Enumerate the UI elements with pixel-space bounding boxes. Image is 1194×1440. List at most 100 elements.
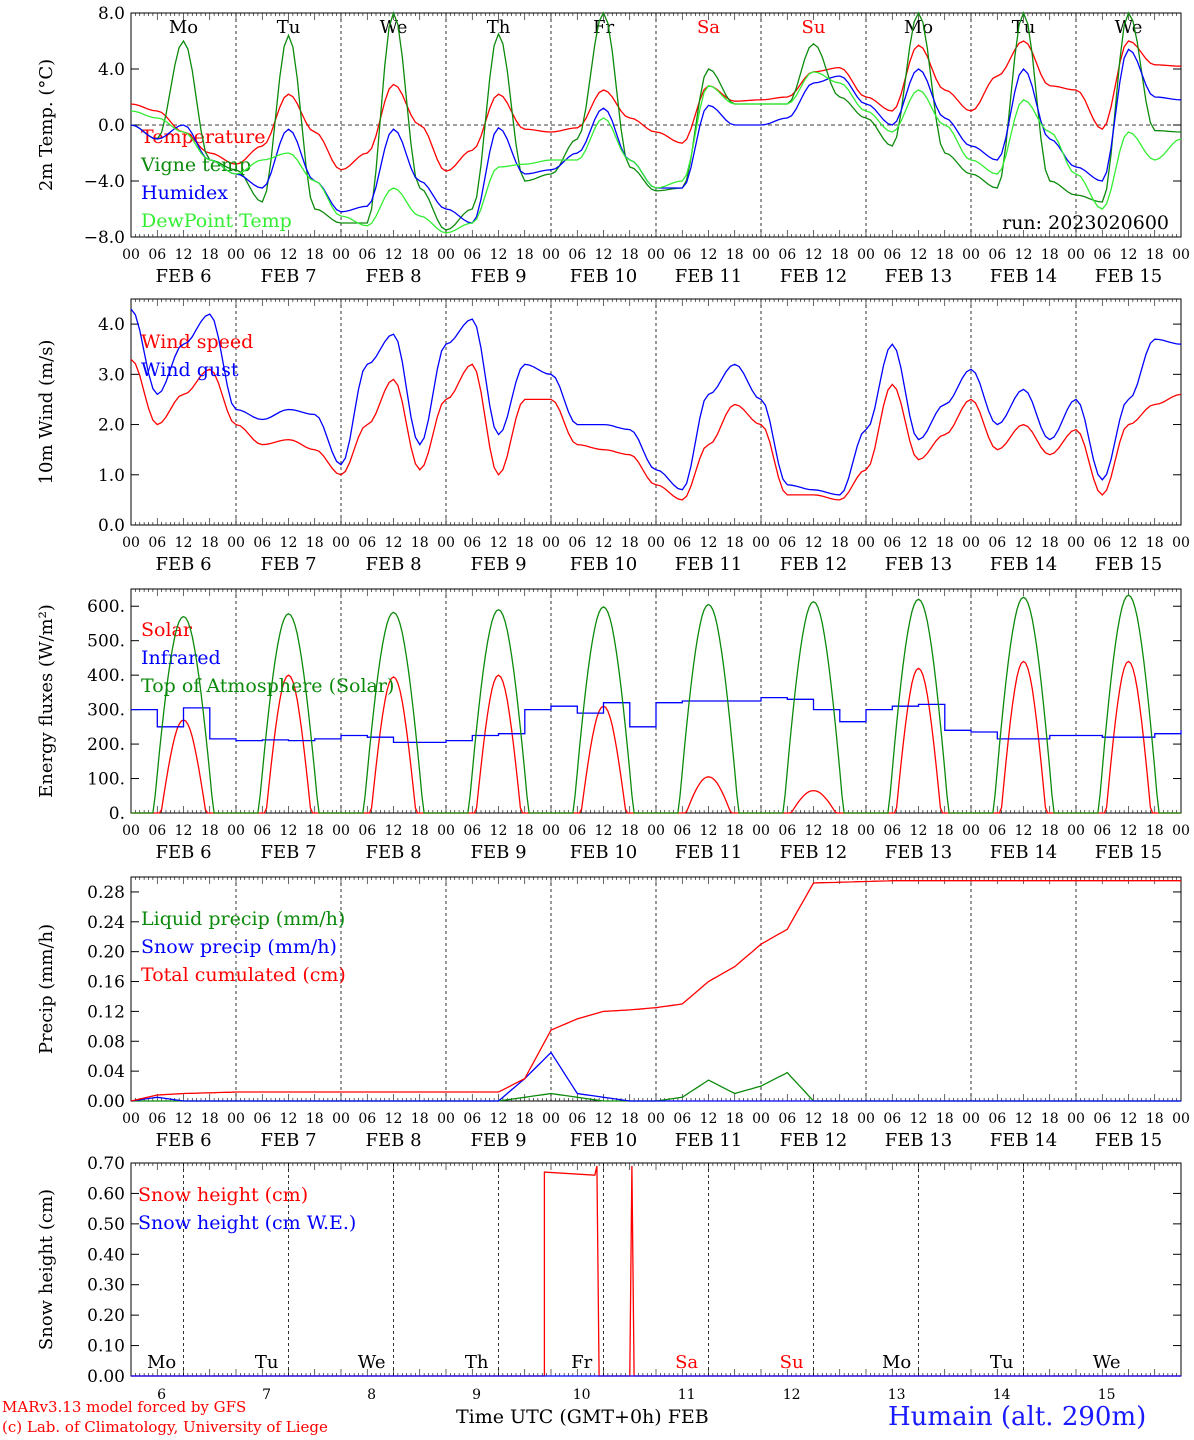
hour-label: 00 bbox=[332, 247, 350, 263]
hour-label: 18 bbox=[516, 1111, 534, 1127]
hour-label: 18 bbox=[411, 535, 429, 551]
date-label: FEB 11 bbox=[675, 266, 742, 287]
hour-label: 06 bbox=[568, 535, 586, 551]
hour-label: 00 bbox=[227, 1111, 245, 1127]
hour-label: 00 bbox=[962, 535, 980, 551]
date-label: FEB 15 bbox=[1095, 1130, 1162, 1151]
hour-label: 12 bbox=[595, 247, 613, 263]
y-axis-label: 2m Temp. (°C) bbox=[36, 59, 57, 191]
hour-label: 18 bbox=[936, 823, 954, 839]
hour-label: 06 bbox=[463, 823, 481, 839]
date-label: FEB 8 bbox=[365, 1130, 421, 1151]
y-tick-label: 0.16 bbox=[87, 973, 125, 993]
hour-label: 00 bbox=[332, 535, 350, 551]
legend-entry: Humidex bbox=[141, 182, 228, 204]
hour-label: 00 bbox=[1067, 535, 1085, 551]
hour-label: 12 bbox=[1015, 247, 1033, 263]
date-label: FEB 7 bbox=[260, 1130, 316, 1151]
day-name: Th bbox=[487, 17, 511, 38]
series-line-infrared bbox=[131, 696, 1182, 744]
hour-label: 18 bbox=[726, 247, 744, 263]
day-name: We bbox=[1115, 17, 1143, 38]
hour-label: 00 bbox=[542, 247, 560, 263]
date-label: FEB 6 bbox=[155, 554, 211, 575]
day-number: 7 bbox=[262, 1387, 271, 1403]
hour-label: 00 bbox=[1172, 823, 1190, 839]
hour-label: 12 bbox=[385, 823, 403, 839]
hour-label: 00 bbox=[752, 1111, 770, 1127]
y-tick-label: 0.20 bbox=[87, 943, 125, 963]
footer-credits: MARv3.13 model forced by GFS (c) Lab. of… bbox=[2, 1397, 328, 1437]
hour-label: 12 bbox=[595, 1111, 613, 1127]
legend-entry: Infrared bbox=[141, 647, 221, 669]
day-number: 11 bbox=[678, 1387, 696, 1403]
hour-label: 18 bbox=[201, 1111, 219, 1127]
series-line-dewpoint-temp bbox=[130, 71, 1182, 234]
day-number: 6 bbox=[157, 1387, 166, 1403]
date-label: FEB 13 bbox=[885, 554, 952, 575]
hour-label: 06 bbox=[358, 535, 376, 551]
hour-label: 18 bbox=[1146, 535, 1164, 551]
day-number: 12 bbox=[783, 1387, 801, 1403]
hour-label: 00 bbox=[752, 823, 770, 839]
hour-label: 18 bbox=[726, 1111, 744, 1127]
hour-label: 12 bbox=[805, 823, 823, 839]
hour-label: 06 bbox=[148, 823, 166, 839]
hour-label: 00 bbox=[542, 1111, 560, 1127]
legend-entry: Temperature bbox=[141, 126, 265, 148]
hour-label: 18 bbox=[516, 535, 534, 551]
y-tick-label: 0.50 bbox=[87, 1215, 125, 1235]
date-label: FEB 15 bbox=[1095, 266, 1162, 287]
hour-label: 06 bbox=[1093, 823, 1111, 839]
hour-label: 12 bbox=[595, 535, 613, 551]
hour-label: 12 bbox=[1015, 535, 1033, 551]
copyright-credit: (c) Lab. of Climatology, University of L… bbox=[2, 1418, 328, 1436]
hour-label: 18 bbox=[411, 1111, 429, 1127]
hour-label: 12 bbox=[175, 1111, 193, 1127]
hour-label: 18 bbox=[936, 1111, 954, 1127]
hour-label: 00 bbox=[437, 535, 455, 551]
hour-label: 06 bbox=[1093, 247, 1111, 263]
date-label: FEB 6 bbox=[155, 266, 211, 287]
day-name-bottom: Mo bbox=[882, 1352, 911, 1373]
hour-label: 00 bbox=[752, 247, 770, 263]
y-tick-label: 0.00 bbox=[87, 1092, 125, 1112]
date-label: FEB 12 bbox=[780, 266, 847, 287]
hour-label: 00 bbox=[647, 247, 665, 263]
date-label: FEB 12 bbox=[780, 1130, 847, 1151]
date-label: FEB 9 bbox=[470, 554, 526, 575]
y-tick-label: 4.0 bbox=[98, 60, 125, 80]
date-label: FEB 11 bbox=[675, 1130, 742, 1151]
hour-label: 12 bbox=[595, 823, 613, 839]
legend-entry: Vigne temp bbox=[140, 154, 251, 176]
hour-label: 06 bbox=[988, 535, 1006, 551]
hour-label: 00 bbox=[437, 247, 455, 263]
hour-label: 00 bbox=[437, 823, 455, 839]
hour-label: 18 bbox=[306, 247, 324, 263]
y-tick-label: −8.0 bbox=[84, 228, 125, 248]
y-tick-label: 0.0 bbox=[98, 516, 125, 536]
hour-label: 12 bbox=[805, 247, 823, 263]
hour-label: 06 bbox=[568, 823, 586, 839]
hour-label: 12 bbox=[700, 1111, 718, 1127]
hour-label: 00 bbox=[227, 247, 245, 263]
series-line-temperature bbox=[130, 40, 1182, 172]
hour-label: 12 bbox=[490, 535, 508, 551]
hour-label: 00 bbox=[1172, 247, 1190, 263]
hour-label: 12 bbox=[1015, 823, 1033, 839]
hour-label: 00 bbox=[857, 535, 875, 551]
hour-label: 06 bbox=[1093, 1111, 1111, 1127]
date-label: FEB 11 bbox=[675, 842, 742, 863]
series-line-snow-precip-mm-h- bbox=[130, 1051, 1181, 1102]
hour-label: 18 bbox=[936, 535, 954, 551]
hour-label: 06 bbox=[148, 1111, 166, 1127]
hour-label: 06 bbox=[673, 823, 691, 839]
hour-label: 18 bbox=[621, 247, 639, 263]
hour-label: 06 bbox=[778, 535, 796, 551]
hour-label: 06 bbox=[883, 1111, 901, 1127]
date-label: FEB 10 bbox=[570, 1130, 637, 1151]
day-number: 8 bbox=[367, 1387, 376, 1403]
hour-label: 00 bbox=[962, 1111, 980, 1127]
hour-label: 00 bbox=[437, 1111, 455, 1127]
day-name: Mo bbox=[169, 17, 198, 38]
